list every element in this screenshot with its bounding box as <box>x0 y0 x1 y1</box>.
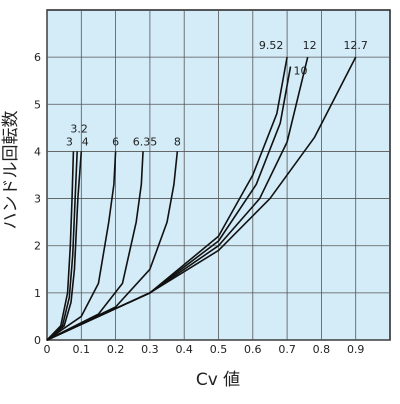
x-tick-label: 0.4 <box>175 343 193 356</box>
x-tick-label: 0.2 <box>107 343 125 356</box>
series-label: 12 <box>303 39 317 52</box>
x-tick-label: 0 <box>44 343 51 356</box>
series-line <box>46 56 357 341</box>
series-line <box>46 151 78 341</box>
x-tick-label: 0.6 <box>244 343 262 356</box>
y-tick-label: 1 <box>34 287 41 300</box>
series-line <box>46 151 117 341</box>
series-label: 12.7 <box>343 39 368 52</box>
series-label: 3.2 <box>70 122 88 135</box>
series-label: 6 <box>112 135 119 148</box>
x-tick-label: 0.8 <box>313 343 331 356</box>
y-tick-label: 0 <box>34 334 41 347</box>
y-tick-label: 2 <box>34 240 41 253</box>
y-axis-label: ハンドル回転数 <box>1 111 21 230</box>
series-line <box>46 151 144 341</box>
y-tick-label: 4 <box>34 145 41 158</box>
x-axis-label: Cv 値 <box>196 370 240 390</box>
x-tick-label: 0.1 <box>73 343 91 356</box>
x-tick-label: 0.9 <box>347 343 365 356</box>
series-line <box>46 151 179 341</box>
x-tick-label: 0.5 <box>210 343 228 356</box>
series-line <box>46 151 83 341</box>
series-label: 9.52 <box>259 39 284 52</box>
series-label: 4 <box>82 135 89 148</box>
y-tick-label: 5 <box>34 98 41 111</box>
y-tick-label: 6 <box>34 51 41 64</box>
series-label: 8 <box>174 135 181 148</box>
x-tick-label: 0.3 <box>141 343 159 356</box>
series-line <box>46 151 75 341</box>
y-tick-label: 3 <box>34 193 41 206</box>
x-tick-label: 0.7 <box>278 343 296 356</box>
series-label: 6.35 <box>133 135 158 148</box>
series-label: 3 <box>66 135 73 148</box>
